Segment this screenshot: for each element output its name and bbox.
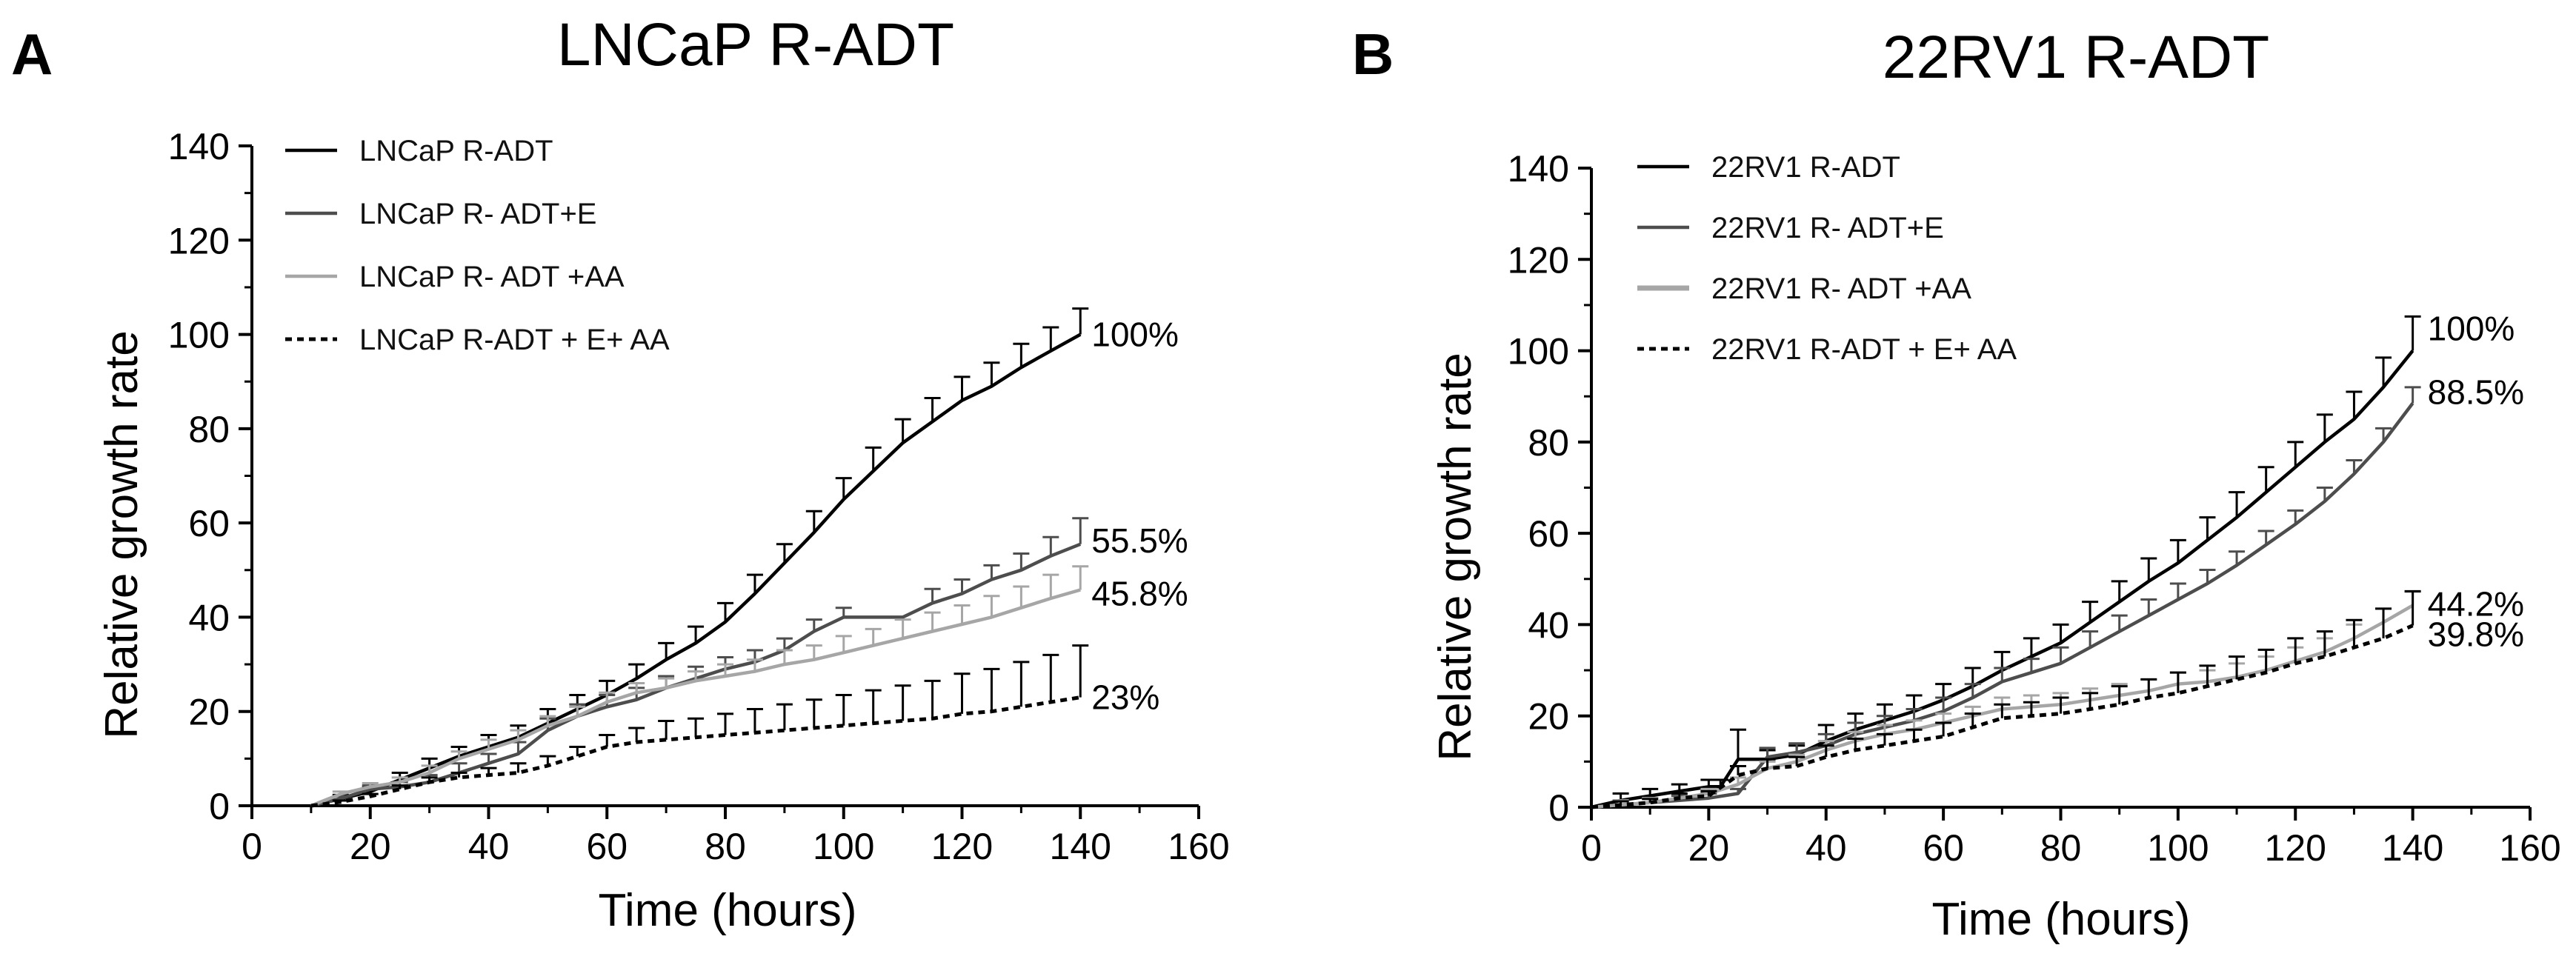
x-tick-label: 100 xyxy=(813,826,874,867)
x-tick-label: 160 xyxy=(1168,826,1229,867)
series-1: 88.5% xyxy=(1591,373,2524,809)
legend-label: LNCaP R- ADT+E xyxy=(359,198,597,230)
series-3: 39.8% xyxy=(1591,589,2524,809)
series-end-label: 23% xyxy=(1091,678,1159,717)
y-tick-label: 140 xyxy=(168,126,230,167)
x-tick-label: 140 xyxy=(2382,827,2443,869)
x-tick-label: 20 xyxy=(1688,827,1730,869)
x-tick-label: 20 xyxy=(350,826,391,867)
series-end-label: 44.2% xyxy=(2428,585,2524,624)
legend-label: LNCaP R-ADT xyxy=(359,135,553,167)
x-tick-label: 0 xyxy=(242,826,262,867)
x-tick-label: 80 xyxy=(705,826,746,867)
x-tick-label: 60 xyxy=(586,826,628,867)
y-tick-label: 80 xyxy=(188,409,230,450)
series-0: 100% xyxy=(310,307,1179,808)
series-end-label: 88.5% xyxy=(2428,373,2524,411)
x-tick-label: 100 xyxy=(2147,827,2209,869)
panel-b-y-axis-label: Relative growth rate xyxy=(1430,353,1481,761)
series-end-label: 100% xyxy=(1091,315,1179,354)
x-tick-label: 40 xyxy=(1805,827,1847,869)
panel-b: B 22RV1 R-ADT Time (hours) Relative grow… xyxy=(1352,21,2561,945)
y-tick-label: 60 xyxy=(1528,513,1569,555)
legend-label: 22RV1 R- ADT+E xyxy=(1711,212,1944,244)
legend-label: 22RV1 R-ADT + E+ AA xyxy=(1711,333,2017,366)
y-tick-label: 0 xyxy=(1548,787,1569,829)
panel-b-x-axis-label: Time (hours) xyxy=(1931,894,2190,945)
y-tick-label: 20 xyxy=(1528,696,1569,738)
x-tick-label: 40 xyxy=(468,826,510,867)
series-line xyxy=(310,588,1081,808)
series-line xyxy=(1591,350,2414,809)
series-line xyxy=(1591,624,2414,809)
y-tick-label: 80 xyxy=(1528,422,1569,464)
series-3: 23% xyxy=(310,644,1159,808)
panel-b-letter: B xyxy=(1352,21,1394,87)
y-tick-label: 20 xyxy=(188,692,230,733)
x-tick-label: 0 xyxy=(1581,827,1602,869)
y-tick-label: 60 xyxy=(188,503,230,544)
y-tick-label: 120 xyxy=(1508,239,1569,281)
series-end-label: 55.5% xyxy=(1091,521,1188,560)
panel-a-letter: A xyxy=(11,21,53,87)
panel-b-title: 22RV1 R-ADT xyxy=(1883,24,2270,91)
x-tick-label: 140 xyxy=(1050,826,1111,867)
panel-a: A LNCaP R-ADT Time (hours) Relative grow… xyxy=(11,11,1230,936)
series-end-label: 100% xyxy=(2428,310,2515,348)
y-tick-label: 140 xyxy=(1508,148,1569,190)
series-line xyxy=(310,333,1082,808)
legend-label: 22RV1 R-ADT xyxy=(1711,151,1900,184)
y-tick-label: 40 xyxy=(1528,604,1569,646)
y-tick-label: 100 xyxy=(168,315,230,356)
series-line xyxy=(1591,402,2414,809)
y-tick-label: 100 xyxy=(1508,331,1569,373)
x-tick-label: 80 xyxy=(2040,827,2082,869)
panel-a-y-axis-label: Relative growth rate xyxy=(96,330,147,738)
legend-label: LNCaP R-ADT + E+ AA xyxy=(359,324,670,356)
x-tick-label: 120 xyxy=(931,826,993,867)
series-0: 100% xyxy=(1591,310,2515,809)
x-tick-label: 120 xyxy=(2265,827,2326,869)
panel-a-title: LNCaP R-ADT xyxy=(557,11,954,79)
series-line xyxy=(310,695,1081,808)
series-end-label: 45.8% xyxy=(1091,575,1188,613)
series-2: 45.8% xyxy=(310,565,1188,808)
y-tick-label: 40 xyxy=(188,597,230,638)
panel-a-x-axis-label: Time (hours) xyxy=(598,885,856,936)
y-tick-label: 120 xyxy=(168,220,230,261)
x-tick-label: 60 xyxy=(1923,827,1964,869)
x-tick-label: 160 xyxy=(2499,827,2560,869)
legend-label: 22RV1 R- ADT +AA xyxy=(1711,273,1971,305)
series-end-label: 39.8% xyxy=(2428,615,2524,654)
legend-label: LNCaP R- ADT +AA xyxy=(359,261,625,293)
y-tick-label: 0 xyxy=(209,786,230,827)
